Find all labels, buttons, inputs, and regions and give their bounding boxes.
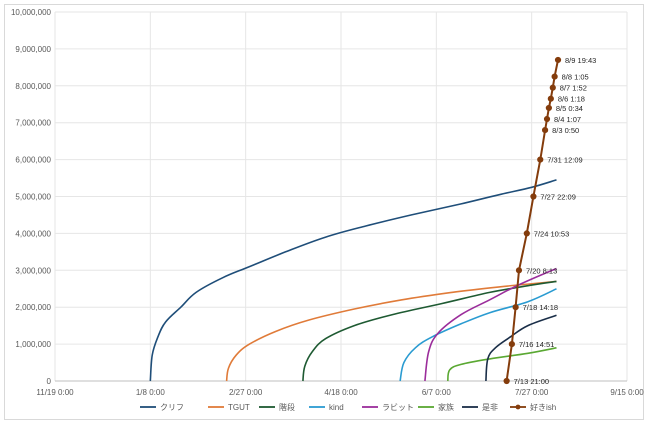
data-point bbox=[537, 156, 544, 163]
data-label: 7/31 12:09 bbox=[547, 156, 582, 165]
chart-frame bbox=[4, 4, 644, 420]
y-tick-label: 7,000,000 bbox=[15, 119, 51, 128]
legend-label: 階段 bbox=[279, 402, 295, 412]
y-tick-label: 3,000,000 bbox=[15, 266, 51, 275]
data-point bbox=[515, 267, 523, 274]
data-label: 7/24 10:53 bbox=[534, 229, 569, 238]
data-point bbox=[551, 73, 558, 80]
data-point bbox=[530, 193, 537, 200]
data-labels: 7/13 21:00 7/16 14:51 7/18 14:18 7/20 8:13 7… bbox=[514, 56, 597, 386]
series-line-kind bbox=[399, 288, 557, 382]
x-tick-label: 6/7 0:00 bbox=[422, 388, 451, 397]
series-line-是非 bbox=[485, 314, 557, 382]
legend: クリフ TGUT 階段 kind ラビット 家族 是非 好きish bbox=[140, 402, 556, 412]
series-line-ラビット bbox=[424, 267, 557, 382]
x-tick-label: 2/27 0:00 bbox=[229, 388, 263, 397]
data-point bbox=[523, 230, 530, 237]
data-label: 8/4 1:07 bbox=[554, 115, 581, 124]
legend-label: TGUT bbox=[228, 403, 250, 412]
legend-label: kind bbox=[329, 403, 344, 412]
data-label: 8/6 1:18 bbox=[558, 95, 585, 104]
x-tick-label: 1/8 0:00 bbox=[136, 388, 165, 397]
data-label: 8/7 1:52 bbox=[560, 84, 587, 93]
y-tick-label: 4,000,000 bbox=[15, 229, 51, 238]
data-point bbox=[545, 104, 552, 112]
series-line-TGUT bbox=[225, 280, 557, 382]
legend-label: 好きish bbox=[530, 402, 556, 412]
data-label: 8/3 0:50 bbox=[552, 126, 579, 135]
y-tick-label: 5,000,000 bbox=[15, 193, 51, 202]
legend-label: 家族 bbox=[438, 402, 454, 412]
data-label: 8/8 1:05 bbox=[562, 73, 589, 82]
data-point bbox=[547, 95, 554, 102]
legend-label: クリフ bbox=[160, 403, 184, 412]
y-tick-label: 8,000,000 bbox=[15, 82, 51, 91]
data-label: 7/18 14:18 bbox=[523, 303, 558, 312]
data-point bbox=[508, 341, 515, 348]
y-tick-label: 2,000,000 bbox=[15, 303, 51, 312]
data-label: 7/16 14:51 bbox=[519, 340, 554, 349]
data-label: 7/20 8:13 bbox=[526, 266, 557, 275]
x-tick-label: 4/18 0:00 bbox=[324, 388, 358, 397]
series-line-家族 bbox=[447, 347, 557, 382]
y-tick-label: 1,000,000 bbox=[15, 340, 51, 349]
series-layer bbox=[149, 56, 562, 385]
x-tick-label: 9/15 0:00 bbox=[610, 388, 644, 397]
y-tick-label: 10,000,000 bbox=[11, 8, 52, 17]
data-point bbox=[512, 304, 519, 311]
legend-label: ラビット bbox=[382, 403, 414, 412]
series-line-クリフ bbox=[149, 179, 557, 382]
data-label: 7/27 22:09 bbox=[540, 193, 575, 202]
y-tick-label: 6,000,000 bbox=[15, 156, 51, 165]
legend-label: 是非 bbox=[482, 402, 498, 412]
data-point bbox=[503, 377, 510, 385]
x-tick-label: 11/19 0:00 bbox=[36, 388, 74, 397]
axes: 0 1,000,000 2,000,000 3,000,000 4,000,000 5,0… bbox=[11, 8, 644, 397]
x-tick-label: 7/27 0:00 bbox=[515, 388, 549, 397]
data-point bbox=[541, 126, 549, 134]
data-label: 8/5 0:34 bbox=[556, 104, 583, 113]
y-tick-label: 0 bbox=[47, 377, 52, 386]
data-label: 8/9 19:43 bbox=[565, 56, 596, 65]
y-tick-label: 9,000,000 bbox=[15, 45, 51, 54]
data-point bbox=[543, 115, 551, 123]
data-point bbox=[554, 56, 562, 64]
legend-marker bbox=[515, 404, 521, 410]
data-point bbox=[549, 84, 556, 91]
data-label: 7/13 21:00 bbox=[514, 377, 549, 386]
